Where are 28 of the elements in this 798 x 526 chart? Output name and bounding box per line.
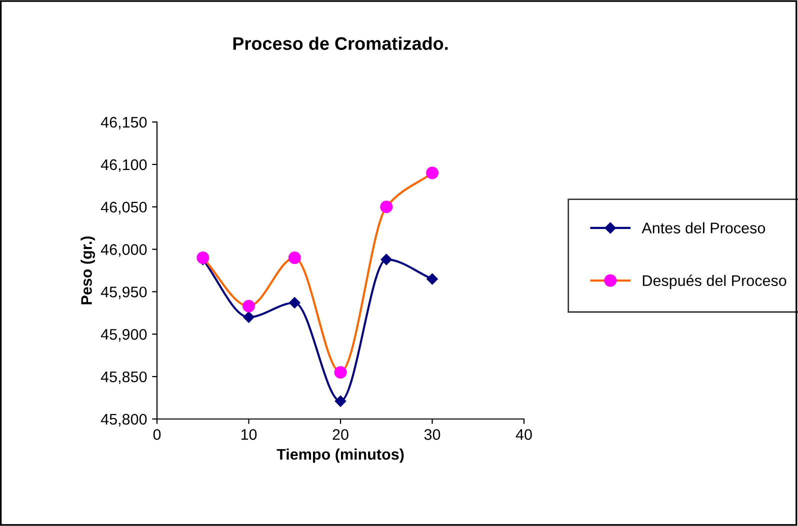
y-tick-label: 46,100 [100, 159, 147, 172]
chart-title: Proceso de Cromatizado. [233, 36, 448, 50]
y-tick-label: 45,800 [100, 414, 147, 426]
y-axis-title: Peso (gr.) [80, 236, 95, 304]
point [426, 166, 438, 180]
point [334, 366, 347, 379]
point [426, 273, 438, 285]
legend-label: Después del Proceso [642, 274, 786, 290]
point [380, 200, 393, 214]
point [288, 252, 301, 264]
y-tick-label: 46,050 [100, 202, 147, 214]
legend-label: Antes del Proceso [642, 222, 766, 234]
y-tick-label: 46,000 [100, 244, 147, 257]
point [334, 396, 346, 407]
y-tick-label: 45,850 [100, 371, 147, 384]
x-tick-label: 40 [516, 429, 532, 440]
x-tick-label: 0 [153, 429, 161, 440]
point [242, 300, 255, 312]
x-tick-label: 30 [424, 429, 440, 440]
x-tick-label: 10 [241, 429, 257, 440]
point [289, 297, 300, 308]
point [243, 312, 254, 323]
x-tick-label: 20 [332, 429, 348, 440]
y-tick-label: 45,950 [100, 286, 147, 300]
y-tick-label: 46,150 [100, 116, 147, 130]
y-tick-label: 45,900 [100, 329, 147, 342]
x-axis-title: Tiempo (minutos) [276, 448, 404, 463]
point [380, 254, 392, 266]
